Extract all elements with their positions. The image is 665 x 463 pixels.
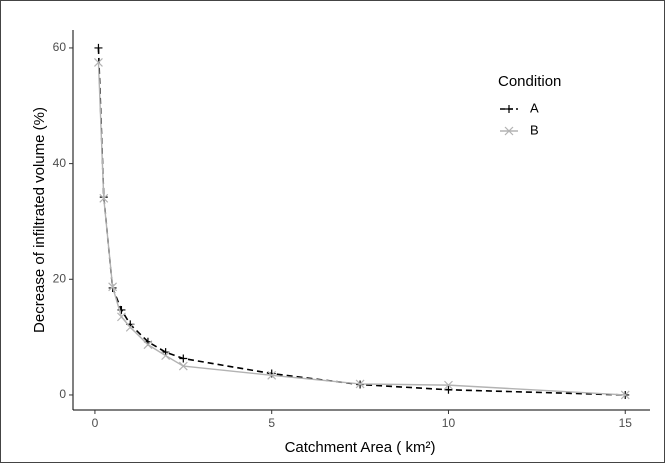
marker <box>504 126 514 136</box>
marker <box>444 385 453 394</box>
series-line <box>97 62 626 396</box>
marker <box>444 380 453 390</box>
legend-title: Condition <box>498 73 561 90</box>
marker <box>620 390 630 400</box>
marker <box>178 361 188 371</box>
y-axis-title: Decrease of infiltrated volume (%) <box>31 107 48 333</box>
marker <box>179 354 188 363</box>
marker <box>355 379 365 389</box>
marker <box>267 370 277 380</box>
marker <box>108 282 118 292</box>
legend-label: B <box>530 122 539 137</box>
marker <box>161 351 171 361</box>
y-tick-label: 60 <box>53 40 67 54</box>
marker <box>94 43 103 52</box>
marker <box>505 105 513 113</box>
x-tick-label: 5 <box>268 416 275 430</box>
x-axis-title: Catchment Area ( km²) <box>285 439 436 456</box>
x-tick-label: 0 <box>92 416 99 430</box>
y-tick-label: 40 <box>53 156 67 170</box>
x-tick-label: 10 <box>442 416 456 430</box>
y-tick-label: 0 <box>59 387 66 401</box>
y-tick-label: 20 <box>53 271 67 285</box>
marker <box>267 369 276 378</box>
marker <box>94 57 103 67</box>
marker <box>99 193 109 203</box>
marker <box>125 322 135 332</box>
marker <box>143 340 153 350</box>
x-tick-label: 15 <box>619 416 633 430</box>
marker <box>117 312 126 322</box>
legend-label: A <box>530 100 539 115</box>
